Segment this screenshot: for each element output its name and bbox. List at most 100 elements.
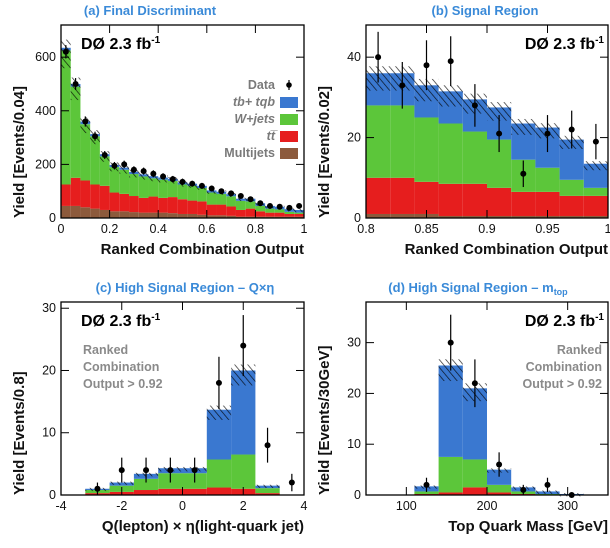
data-point [169, 176, 176, 183]
multijets-bar [138, 212, 149, 218]
x-tick-label: 0.9 [478, 222, 495, 236]
data-point [94, 485, 101, 492]
data-point [264, 442, 271, 449]
multijets-bar [559, 215, 584, 218]
ttbar-bar [487, 492, 512, 495]
ttbar-bar [438, 183, 463, 216]
y-tick-label: 20 [347, 131, 361, 145]
wjets-bar [80, 124, 91, 181]
multijets-bar [90, 208, 100, 218]
x-tick-label: 4 [301, 499, 308, 513]
y-tick-label: 400 [35, 104, 56, 118]
uncertainty-band [487, 102, 512, 121]
multijets-bar [99, 209, 110, 218]
chart-panel-1: (a) Final Discriminant 0 0.2 0.4 0.6 0.8 1 0 200… [11, 3, 308, 258]
wjets-bar [414, 117, 439, 182]
x-tick-label: 0.8 [357, 222, 374, 236]
wjets-bar [138, 176, 149, 198]
ttbar-bar [187, 200, 198, 214]
uncertainty-band [535, 490, 560, 494]
wjets-bar [61, 50, 71, 185]
data-point [237, 193, 244, 200]
legend-label-multijets: Multijets [224, 146, 275, 160]
y-tick-label: 40 [347, 50, 361, 64]
data-point [160, 173, 167, 180]
y-tick-label: 30 [347, 336, 361, 350]
x-tick-label: 300 [557, 499, 578, 513]
wjets-bar [559, 179, 584, 196]
data-point [471, 102, 478, 109]
wjets-bar [158, 179, 168, 198]
multijets-bar [187, 213, 198, 218]
data-point [72, 80, 79, 87]
data-point [101, 152, 108, 159]
data-point [423, 481, 430, 488]
wjets-bar [462, 459, 487, 488]
experiment-label-superscript: -1 [151, 35, 160, 46]
y-tick-label: 200 [35, 157, 56, 171]
wjets-bar [583, 187, 608, 196]
ttbar-bar [511, 191, 536, 216]
ttbar-bar [294, 213, 304, 217]
x-tick-label: -4 [55, 499, 66, 513]
y-tick-label: 10 [347, 437, 361, 451]
data-point [520, 486, 527, 493]
panel-title: (d) High Signal Region – mtop [388, 280, 568, 297]
legend-label-ttbar: tt̅ [267, 129, 278, 143]
data-point [150, 170, 157, 177]
uncertainty-band [148, 174, 159, 182]
ttbar-bar [167, 197, 178, 214]
wjets-bar [414, 491, 439, 494]
data-point [240, 342, 247, 349]
multijets-bar [245, 216, 256, 218]
data-point [257, 200, 264, 207]
multijets-bar [390, 213, 415, 218]
y-axis-label: Yield [Events/0.8] [11, 371, 28, 495]
plot-frame [60, 301, 305, 496]
y-tick-label: 30 [42, 301, 56, 315]
ttbar-bar [255, 211, 266, 217]
uncertainty-band [109, 481, 134, 485]
multijets-bar [61, 205, 71, 218]
data-point [592, 138, 599, 145]
y-tick-label: 20 [347, 386, 361, 400]
wjets-bar [119, 169, 130, 194]
legend-label-wjets: W+jets [234, 112, 275, 126]
ttbar-bar [462, 183, 487, 216]
x-axis-label: Q(lepton) × η(light-quark jet) [102, 518, 304, 535]
data-point [82, 118, 89, 125]
data-point [208, 185, 215, 192]
selection-note: Output > 0.92 [522, 377, 602, 391]
data-point [496, 130, 503, 137]
data-point [568, 126, 575, 133]
data-point [167, 467, 174, 474]
wjets-bar [109, 167, 120, 193]
uncertainty-band [511, 118, 536, 135]
wjets-bar [70, 86, 81, 178]
data-point [111, 162, 118, 169]
data-point [296, 202, 303, 209]
y-tick-label: 0 [49, 488, 56, 502]
wjets-bar [535, 167, 560, 192]
x-tick-label: 200 [477, 499, 498, 513]
experiment-label: DØ 2.3 fb-1 [525, 35, 605, 53]
ttbar-bar [206, 487, 232, 495]
legend-swatch-signal [280, 97, 298, 108]
wjets-bar [265, 208, 275, 213]
wjets-bar [390, 105, 415, 178]
panel-title: (b) Signal Region [432, 3, 539, 18]
data-point [276, 203, 283, 210]
ttbar-bar [197, 201, 207, 215]
ttbar-bar [235, 209, 246, 217]
multijets-bar [109, 211, 120, 218]
ttbar-bar [487, 187, 512, 216]
wjets-bar [99, 156, 110, 186]
data-point [198, 182, 205, 189]
data-point [218, 188, 225, 195]
multijets-bar [511, 215, 536, 218]
experiment-label-superscript: -1 [151, 312, 160, 323]
wjets-bar [255, 488, 280, 494]
uncertainty-band [206, 405, 232, 420]
legend-swatch-wjets [280, 114, 298, 125]
wjets-bar [197, 187, 207, 202]
